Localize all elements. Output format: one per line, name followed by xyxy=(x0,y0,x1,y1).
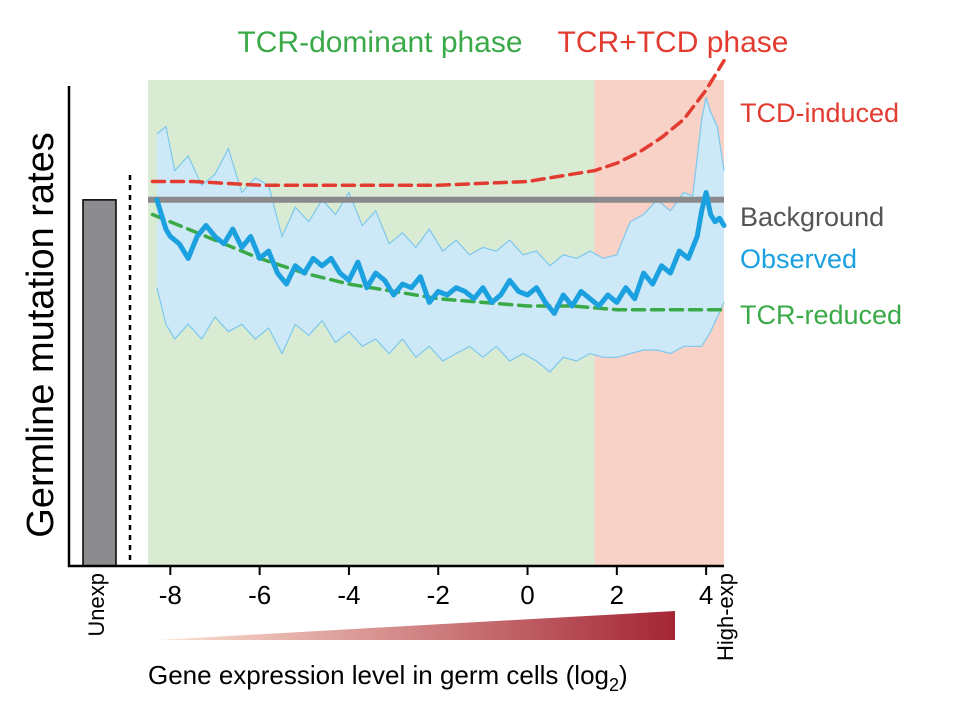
x-tick-label: 4 xyxy=(699,580,713,610)
x-tick-label: -4 xyxy=(337,580,360,610)
legend-background: Background xyxy=(740,202,884,232)
x-axis-label-subscript: 2 xyxy=(609,675,619,695)
x-axis-label-end: ) xyxy=(619,660,628,690)
series-tcd-induced xyxy=(150,58,726,187)
observed-band-upper-line xyxy=(156,97,725,267)
series-observed xyxy=(154,190,727,316)
tcr-dominant-phase-label: TCR-dominant phase xyxy=(237,26,522,59)
x-tick-label: 0 xyxy=(520,580,534,610)
observed-band-fill xyxy=(156,97,724,372)
tcr-tcd-phase-label: TCR+TCD phase xyxy=(558,26,789,59)
x-tick-label: -6 xyxy=(248,580,271,610)
series-tcr-reduced xyxy=(150,212,726,312)
x-tick-label: 2 xyxy=(610,580,624,610)
x-tick-label: -8 xyxy=(159,580,182,610)
unexp-bar xyxy=(82,199,117,567)
observed-confidence-band xyxy=(156,97,725,373)
x-axis-label-main: Gene expression level in germ cells (log xyxy=(148,660,609,690)
x-axis-ticks: -8 -6 -4 -2 0 2 4 xyxy=(159,566,713,610)
legend-tcd-induced: TCD-induced xyxy=(740,98,899,128)
expression-gradient-wedge xyxy=(158,611,675,640)
legend-observed: Observed xyxy=(740,244,857,274)
x-axis-label: Gene expression level in germ cells (log… xyxy=(148,660,628,695)
y-axis-label: Germline mutation rates xyxy=(20,132,62,538)
unexp-label: Unexp xyxy=(84,573,109,637)
high-exp-label: High-exp xyxy=(713,573,738,661)
observed-band-lower-line xyxy=(156,287,725,373)
x-tick-label: -2 xyxy=(427,580,450,610)
legend-tcr-reduced: TCR-reduced xyxy=(740,300,902,330)
series-lines xyxy=(148,58,727,316)
